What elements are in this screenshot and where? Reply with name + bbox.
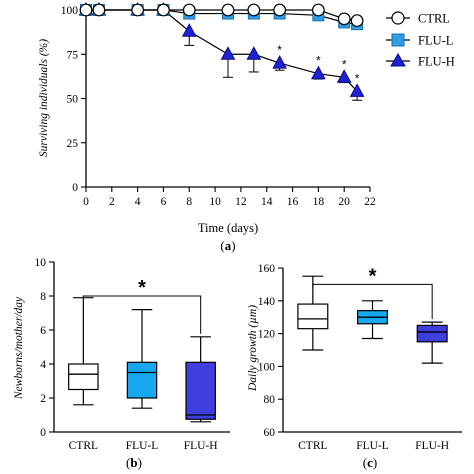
survival-x-tick-label: 20 [338, 196, 350, 208]
newborns-box-ctrl [68, 363, 99, 391]
legend-marker-flu-l [391, 33, 405, 47]
newborns-x-tick-label: FLU-L [126, 440, 159, 452]
growth-y-tick-label: 160 [258, 263, 276, 275]
newborns-y-tick-label: 10 [35, 257, 47, 269]
point-ctrl [221, 3, 235, 17]
newborns-y-tick-label: 2 [40, 393, 46, 405]
legend-label-flu-h: FLU-H [418, 55, 455, 69]
survival-significance: * * * * [277, 43, 359, 85]
point-flu-h [246, 46, 262, 60]
legend-marker-ctrl [391, 11, 405, 25]
survival-y-tick-label: 75 [67, 49, 79, 61]
growth-significance-asterisk: * [369, 265, 377, 287]
significance-asterisk: * [355, 71, 360, 85]
growth-y-tick-label: 80 [264, 394, 276, 406]
point-ctrl [131, 3, 145, 17]
point-flu-h [220, 46, 236, 60]
growth-chart: 60 80 100 120 140 160 CTRL FLU-L FLU-H Daily gro… [247, 263, 462, 452]
newborns-y-tick-label: 6 [40, 325, 46, 337]
survival-x-tick-label: 12 [235, 196, 247, 208]
survival-y-tick-label: 100 [61, 5, 79, 17]
growth-y-axis-label: Daily growth (µm) [247, 305, 259, 392]
survival-y-tick-label: 0 [72, 182, 78, 194]
survival-x-tick-label: 22 [364, 196, 376, 208]
survival-x-tick-label: 14 [261, 196, 273, 208]
panel-a-label: (a) [220, 238, 235, 253]
point-ctrl [182, 3, 196, 17]
newborns-chart: 0 2 4 6 8 10 CTRL FLU-L FLU-H Newborns/mother/da… [13, 257, 230, 452]
newborns-x-tick-label: FLU-H [184, 440, 218, 452]
point-ctrl [350, 14, 364, 28]
panel-b-label: (b) [126, 455, 142, 470]
survival-y-tick-label: 50 [67, 94, 79, 106]
newborns-box-flu-l [126, 361, 158, 399]
newborns-box-flu-h [185, 361, 216, 420]
growth-y-tick-label: 100 [258, 361, 276, 373]
legend-label-flu-l: FLU-L [418, 34, 453, 48]
newborns-boxes [68, 297, 216, 423]
growth-y-tick-label: 140 [258, 296, 276, 308]
point-flu-h [349, 83, 365, 97]
point-ctrl [337, 12, 351, 26]
newborns-axes: 0 2 4 6 8 10 CTRL FLU-L FLU-H [35, 257, 230, 452]
point-ctrl [247, 3, 261, 17]
growth-y-tick-label: 60 [264, 427, 276, 439]
survival-axes: 0 25 50 75 100 0 2 4 6 8 10 12 14 16 18 20 22 [61, 5, 376, 208]
newborns-y-axis-label: Newborns/mother/day [13, 296, 25, 400]
survival-x-tick-label: 18 [313, 196, 325, 208]
legend-label-ctrl: CTRL [418, 12, 450, 26]
point-flu-h [181, 23, 197, 37]
newborns-y-tick-label: 4 [40, 359, 46, 371]
growth-significance-bracket [312, 283, 433, 320]
growth-axes: 60 80 100 120 140 160 CTRL FLU-L FLU-H [258, 263, 462, 452]
survival-markers [78, 1, 365, 97]
point-flu-h [311, 65, 326, 80]
point-ctrl [92, 3, 106, 17]
survival-x-tick-label: 4 [135, 196, 141, 208]
survival-x-tick-label: 8 [186, 196, 192, 208]
newborns-significance-asterisk: * [138, 277, 146, 299]
growth-x-tick-label: FLU-H [415, 440, 449, 452]
growth-box-ctrl [297, 303, 329, 330]
point-flu-h [272, 55, 287, 69]
newborns-x-tick-label: CTRL [69, 440, 98, 452]
survival-x-axis-label: Time (days) [198, 221, 258, 235]
survival-x-tick-label: 16 [287, 196, 299, 208]
point-ctrl [79, 3, 93, 17]
panel-c-label: (c) [363, 455, 377, 470]
point-ctrl [311, 3, 325, 17]
legend-marker-flu-h [390, 53, 406, 67]
growth-significance: * [312, 265, 433, 320]
growth-box-flu-h [416, 324, 448, 343]
newborns-y-tick-label: 8 [40, 291, 46, 303]
growth-boxes [297, 275, 448, 364]
newborns-y-tick-label: 0 [40, 427, 46, 439]
point-flu-h [336, 69, 352, 83]
significance-asterisk: * [316, 54, 321, 68]
growth-y-tick-label: 120 [258, 329, 276, 341]
growth-x-tick-label: CTRL [298, 440, 327, 452]
survival-chart: 0 25 50 75 100 0 2 4 6 8 10 12 14 16 18 20 22 Surviving … [38, 1, 455, 235]
survival-y-axis-label: Surviving individuals (%) [38, 39, 50, 157]
survival-x-tick-label: 6 [161, 196, 167, 208]
significance-asterisk: * [277, 43, 282, 57]
newborns-significance: * [82, 277, 202, 334]
survival-legend: CTRL FLU-L FLU-H [386, 11, 455, 69]
newborns-significance-bracket [82, 295, 202, 334]
survival-y-tick-label: 25 [67, 138, 79, 150]
survival-x-tick-label: 2 [109, 196, 115, 208]
survival-x-tick-label: 0 [83, 196, 89, 208]
survival-x-tick-label: 10 [209, 196, 221, 208]
point-ctrl [157, 3, 170, 17]
growth-x-tick-label: FLU-L [356, 440, 389, 452]
point-ctrl [273, 3, 287, 17]
significance-asterisk: * [342, 57, 347, 71]
